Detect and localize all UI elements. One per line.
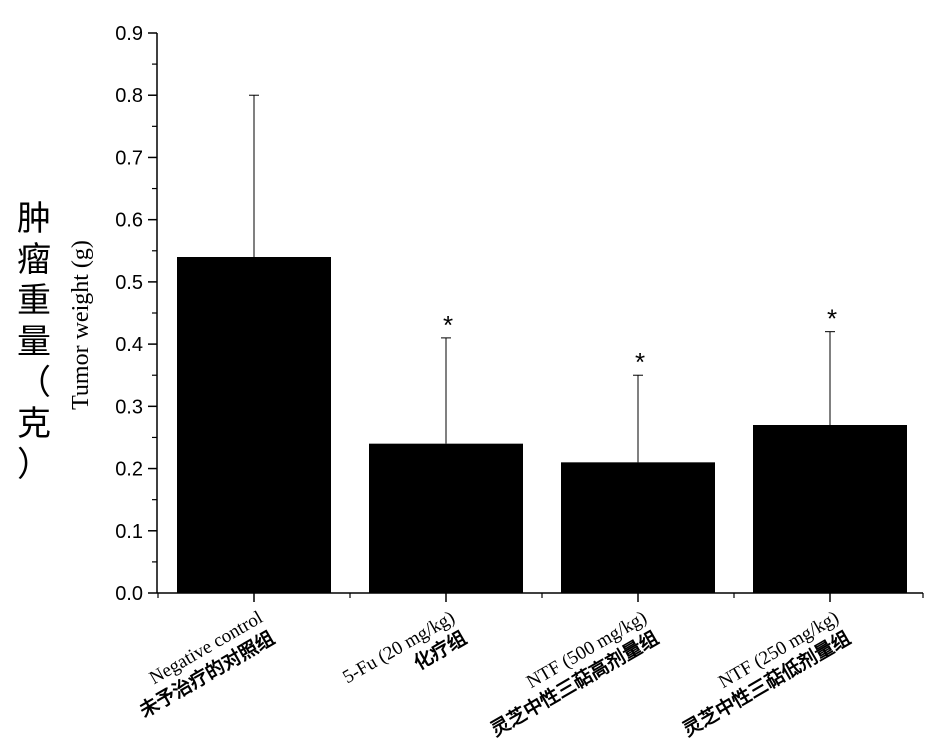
y-tick-label: 0.9: [115, 23, 143, 45]
error-bars-layer: [249, 94, 835, 463]
y-axis-label-chinese-char: 量: [17, 322, 51, 362]
y-tick-label: 0.4: [115, 334, 143, 356]
y-axis-label-chinese: 肿瘤重量（克）: [17, 199, 51, 485]
y-axis-label-chinese-char: （: [17, 363, 51, 403]
y-tick-label: 0.1: [115, 521, 143, 543]
x-category-label: NTF (250 mg/kg)灵芝中性三萜低剂量组: [678, 607, 854, 741]
y-tick-label: 0.6: [115, 210, 143, 232]
y-tick-label: 0.3: [115, 396, 143, 418]
significance-layer: * * *: [443, 304, 837, 378]
y-tick-label: 0.8: [115, 85, 143, 107]
bar: [177, 257, 331, 593]
y-axis-label-chinese-char: ）: [17, 445, 51, 485]
x-category-label-zh: 灵芝中性三萜高剂量组: [486, 626, 662, 741]
y-tick-label: 0.2: [115, 459, 143, 481]
bar: [753, 425, 907, 593]
y-tick-label: 0.7: [115, 147, 143, 169]
x-category-label: NTF (500 mg/kg)灵芝中性三萜高剂量组: [486, 607, 662, 741]
y-axis-label-chinese-char: 重: [17, 281, 51, 321]
x-category-label: 5-Fu (20 mg/kg)化疗组: [339, 607, 470, 688]
x-category-label-zh: 灵芝中性三萜低剂量组: [678, 626, 854, 741]
y-tick-label: 0.0: [115, 583, 143, 605]
y-axis-label-chinese-char: 克: [17, 404, 51, 444]
y-axis-label-chinese-char: 瘤: [17, 240, 51, 280]
significance-marker: *: [827, 304, 837, 334]
bar: [369, 443, 523, 593]
significance-marker: *: [635, 347, 645, 377]
y-axis-label-chinese-char: 肿: [17, 199, 51, 239]
y-tick-label: 0.5: [115, 272, 143, 294]
y-axis-label: Tumor weight (g): [68, 240, 94, 410]
bars-layer: [177, 257, 907, 593]
y-ticks-layer: 0.0 0.1 0.2 0.3 0.4 0.5 0.6 0.7 0.8 0.9: [115, 23, 157, 605]
significance-marker: *: [443, 310, 453, 340]
bar: [561, 462, 715, 593]
